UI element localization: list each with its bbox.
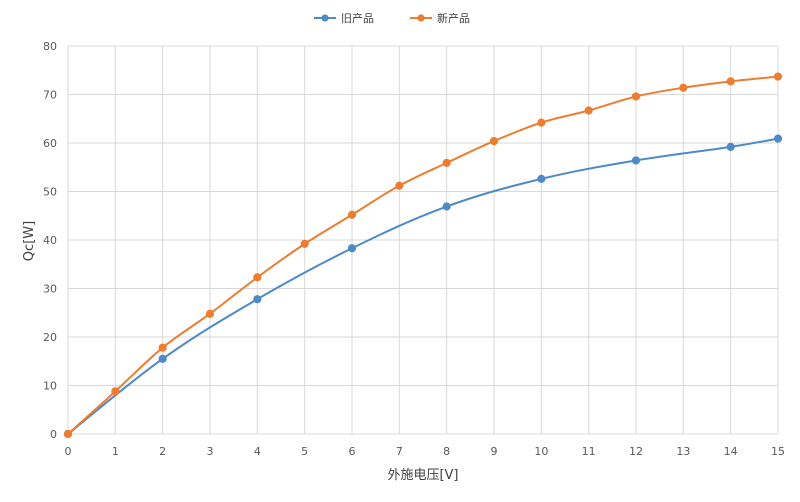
x-tick-label: 13 [676, 445, 690, 458]
data-point [442, 158, 451, 167]
legend-item: 新产品 [410, 11, 470, 25]
x-axis-tick-labels: 0 1 2 3 4 5 6 7 8 9 10 11 12 13 14 15 [65, 445, 786, 458]
series-1 [63, 134, 783, 439]
legend-marker [321, 14, 329, 22]
data-point [395, 181, 404, 190]
x-tick-label: 1 [112, 445, 119, 458]
x-tick-label: 15 [771, 445, 785, 458]
x-tick-label: 10 [534, 445, 548, 458]
y-tick-label: 40 [43, 234, 57, 247]
data-point [205, 309, 215, 318]
x-axis-title: 外施电压[V] [387, 468, 458, 483]
data-point [63, 429, 73, 439]
x-tick-label: 5 [301, 445, 308, 458]
series-line [67, 137, 779, 435]
series-2 [63, 72, 783, 439]
x-tick-label: 4 [254, 445, 261, 458]
gridlines [67, 45, 779, 435]
data-point [489, 136, 499, 146]
x-tick-label: 11 [582, 445, 596, 458]
data-point [726, 142, 735, 151]
y-tick-label: 20 [43, 331, 57, 344]
data-point [631, 92, 641, 101]
data-point [442, 202, 451, 211]
data-point [631, 156, 641, 165]
y-tick-label: 0 [50, 428, 57, 441]
x-tick-label: 3 [207, 445, 214, 458]
y-tick-label: 10 [43, 380, 57, 393]
y-tick-label: 70 [43, 89, 57, 102]
x-tick-label: 14 [724, 445, 738, 458]
x-tick-label: 8 [443, 445, 450, 458]
legend-label: 新产品 [437, 11, 470, 25]
data-point [347, 244, 357, 253]
data-point [111, 387, 120, 396]
y-tick-label: 30 [43, 283, 57, 296]
y-axis-tick-labels: 0 10 20 30 40 50 60 70 80 [43, 40, 57, 441]
y-axis-title: Qc[W] [22, 221, 37, 261]
data-point [584, 106, 593, 115]
data-point [253, 273, 262, 282]
y-tick-label: 60 [43, 137, 57, 150]
x-tick-label: 2 [159, 445, 166, 458]
data-point [537, 118, 546, 127]
x-tick-label: 0 [65, 445, 72, 458]
data-point [158, 343, 167, 352]
data-point [679, 83, 688, 92]
series-lines [63, 72, 783, 439]
legend-label: 旧产品 [341, 11, 374, 25]
y-tick-label: 50 [43, 186, 57, 199]
data-point [726, 77, 735, 86]
legend-marker [417, 14, 425, 22]
y-tick-label: 80 [43, 40, 57, 53]
data-point [158, 354, 167, 363]
legend: 旧产品 新产品 [314, 11, 470, 25]
legend-item: 旧产品 [314, 11, 374, 25]
data-point [300, 239, 309, 248]
x-tick-label: 7 [396, 445, 403, 458]
data-point [773, 72, 783, 81]
x-tick-label: 6 [349, 445, 356, 458]
data-point [253, 295, 262, 304]
x-tick-label: 12 [629, 445, 643, 458]
x-tick-label: 9 [491, 445, 498, 458]
data-point [347, 210, 357, 219]
data-point [773, 134, 783, 143]
data-point [537, 174, 546, 183]
series-line [67, 75, 779, 435]
